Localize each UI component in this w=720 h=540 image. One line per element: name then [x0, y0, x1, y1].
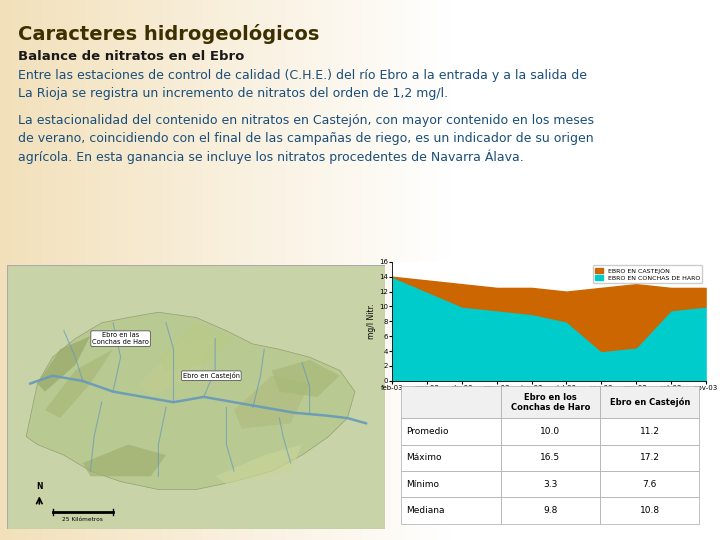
Legend: EBRO EN CASTEJÓN, EBRO EN CONCHAS DE HARO: EBRO EN CASTEJÓN, EBRO EN CONCHAS DE HAR…	[593, 265, 703, 284]
Text: N: N	[36, 482, 42, 491]
Polygon shape	[158, 323, 234, 370]
Text: Ebro en Castejón: Ebro en Castejón	[183, 372, 240, 379]
Text: 25 Kilómetros: 25 Kilómetros	[63, 517, 103, 522]
Text: La estacionalidad del contenido en nitratos en Castejón, con mayor contenido en : La estacionalidad del contenido en nitra…	[18, 114, 594, 164]
Text: Caracteres hidrogeológicos: Caracteres hidrogeológicos	[18, 24, 320, 44]
Polygon shape	[26, 312, 355, 489]
Polygon shape	[272, 360, 340, 397]
Polygon shape	[37, 336, 91, 392]
FancyBboxPatch shape	[7, 265, 385, 529]
Polygon shape	[83, 444, 166, 476]
Polygon shape	[234, 376, 310, 429]
Text: Entre las estaciones de control de calidad (C.H.E.) del río Ebro a la entrada y : Entre las estaciones de control de calid…	[18, 69, 587, 99]
Y-axis label: mg/l Nitr.: mg/l Nitr.	[367, 303, 377, 339]
Text: Balance de nitratos en el Ebro: Balance de nitratos en el Ebro	[18, 50, 244, 63]
Polygon shape	[45, 349, 113, 418]
Polygon shape	[215, 444, 302, 484]
Polygon shape	[140, 339, 215, 397]
Text: Ebro en las
Conchas de Haro: Ebro en las Conchas de Haro	[92, 332, 149, 345]
